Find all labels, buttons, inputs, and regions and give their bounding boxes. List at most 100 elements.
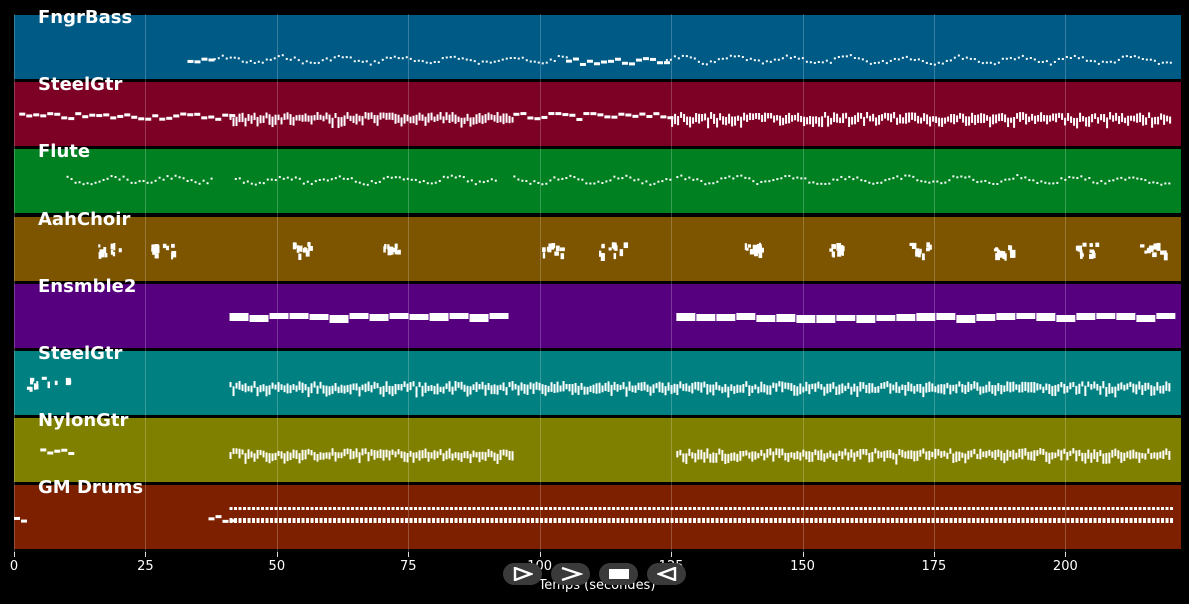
note — [289, 114, 292, 125]
note — [968, 175, 971, 178]
note — [182, 177, 185, 180]
note — [1035, 518, 1039, 523]
play-button[interactable] — [503, 563, 542, 585]
note — [561, 55, 564, 58]
note — [967, 450, 970, 460]
note — [764, 180, 767, 183]
note — [1156, 518, 1160, 523]
note — [446, 176, 449, 179]
note — [1102, 453, 1105, 464]
note — [874, 386, 877, 393]
note — [273, 57, 276, 60]
note — [1015, 452, 1018, 459]
note — [691, 452, 694, 459]
note — [252, 518, 256, 523]
note — [262, 384, 265, 392]
note — [426, 182, 429, 185]
note — [985, 384, 988, 393]
note — [432, 507, 436, 510]
note — [1125, 507, 1129, 510]
note — [727, 386, 730, 398]
note — [790, 383, 793, 391]
note — [812, 181, 815, 184]
note — [328, 386, 331, 396]
note — [681, 54, 684, 57]
note — [952, 384, 955, 392]
note — [1084, 507, 1088, 510]
note — [967, 507, 971, 510]
note — [657, 518, 661, 523]
track-lane — [14, 82, 1181, 146]
note — [1036, 383, 1039, 391]
note — [1046, 115, 1049, 125]
note — [369, 507, 373, 510]
note — [482, 181, 485, 184]
note — [802, 386, 805, 393]
note — [463, 507, 467, 510]
note — [442, 175, 445, 178]
note — [896, 175, 899, 178]
note — [1066, 507, 1070, 510]
axis-tick — [1065, 552, 1067, 557]
note — [1139, 112, 1142, 123]
note — [1005, 57, 1008, 60]
note — [756, 518, 760, 523]
note — [1000, 384, 1003, 395]
note — [378, 518, 382, 523]
note — [946, 382, 949, 389]
note — [1166, 115, 1169, 122]
note — [319, 114, 322, 120]
note — [973, 58, 976, 61]
note — [925, 451, 928, 460]
note — [1130, 115, 1133, 121]
note — [425, 61, 428, 64]
note — [36, 381, 39, 387]
note — [805, 381, 808, 392]
note — [590, 112, 597, 116]
note — [838, 384, 841, 395]
forward-button[interactable] — [551, 563, 590, 585]
note — [929, 116, 932, 127]
note — [628, 381, 631, 391]
note — [808, 451, 811, 463]
note — [445, 383, 448, 390]
note — [961, 452, 964, 458]
note — [1048, 384, 1051, 394]
note — [922, 518, 926, 523]
note — [489, 313, 509, 319]
note — [1055, 113, 1058, 123]
note — [490, 178, 493, 181]
note — [334, 177, 337, 180]
note — [820, 449, 823, 461]
note — [871, 383, 874, 393]
note — [529, 182, 532, 185]
note — [256, 518, 260, 523]
note — [882, 507, 886, 510]
note — [918, 518, 922, 523]
note — [241, 112, 244, 123]
stop-button[interactable] — [599, 563, 638, 585]
note — [927, 507, 931, 510]
note — [684, 518, 688, 523]
note — [253, 61, 256, 64]
note — [547, 248, 552, 253]
note — [1020, 177, 1023, 180]
note — [963, 507, 967, 510]
note — [342, 177, 345, 180]
note — [379, 449, 382, 459]
note — [481, 60, 484, 63]
note — [438, 179, 441, 182]
note — [943, 450, 946, 457]
note — [905, 55, 908, 58]
note — [909, 518, 913, 523]
note — [583, 112, 590, 116]
note — [1042, 448, 1045, 455]
note — [576, 518, 580, 523]
note — [442, 453, 445, 462]
note — [747, 518, 751, 523]
note — [895, 382, 898, 393]
note — [1089, 243, 1093, 247]
note — [1120, 452, 1123, 463]
rewind-button[interactable] — [647, 563, 686, 585]
note — [688, 448, 691, 456]
